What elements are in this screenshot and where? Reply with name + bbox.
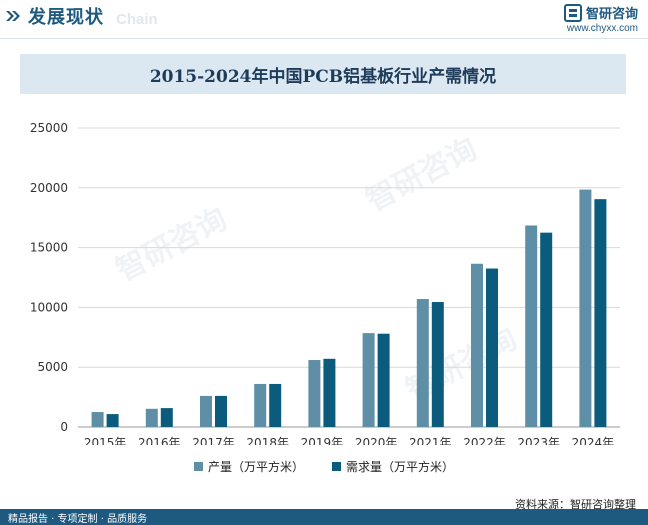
legend-item-demand: 需求量（万平方米） [332,458,454,475]
y-tick-label: 20000 [30,181,68,195]
x-tick-label: 2017年 [192,436,235,445]
bar-demand [431,302,444,427]
x-tick-label: 2022年 [463,436,506,445]
y-tick-label: 5000 [37,360,68,374]
bar-chart: 0 5000 10000 15000 20000 25000 2015年 2016年 2017年… [30,121,620,445]
chart-legend: 产量（万平方米） 需求量（万平方米） [0,458,648,475]
y-tick-label: 25000 [30,121,68,135]
chart-title: 2015-2024年中国PCB铝基板行业产需情况 [149,66,497,87]
bar-demand [594,199,607,427]
section-heading: 发展现状 Chain [6,3,158,29]
footer-bar: 精品报告 · 专项定制 · 品质服务 [0,509,648,525]
x-tick-label: 2019年 [301,436,344,445]
y-tick-label: 10000 [30,300,68,314]
bar-demand [160,408,173,427]
section-subtitle: Chain [116,10,158,28]
y-tick-label: 15000 [30,241,68,255]
header-divider [0,38,648,39]
y-tick-label: 0 [60,420,68,434]
bar-demand [377,333,390,427]
brand-url: www.chyxx.com [566,23,638,34]
bar-production [200,395,212,427]
x-tick-label: 2018年 [246,436,289,445]
bar-demand [269,383,282,427]
footer-services: 精品报告 · 专项定制 · 品质服务 [8,514,148,525]
x-tick-label: 2016年 [138,436,181,445]
x-tick-label: 2021年 [409,436,452,445]
x-tick-label: 2023年 [517,436,560,445]
x-tick-label: 2020年 [355,436,398,445]
legend-swatch-demand [332,462,341,471]
bar-demand [540,232,553,427]
chart-title-band: 2015-2024年中国PCB铝基板行业产需情况 [20,54,626,94]
bar-demand [215,395,227,427]
bar-production [525,225,538,427]
bar-demand [106,414,119,427]
bar-production [254,383,267,427]
bar-production [471,263,483,427]
legend-label-demand: 需求量（万平方米） [346,460,455,474]
bar-demand [323,358,336,427]
x-tick-label: 2024年 [572,436,615,445]
bar-production [91,412,104,427]
legend-item-production: 产量（万平方米） [193,458,304,475]
bar-production [416,299,429,427]
page-header: 发展现状 Chain 智研咨询 www.chyxx.com [0,0,648,34]
double-chevron-icon [6,11,20,21]
bar-production [362,333,375,427]
bar-demand [486,268,498,427]
legend-label-production: 产量（万平方米） [207,460,304,474]
data-source: 资料来源：智研咨询整理 [515,498,636,511]
section-title: 发展现状 [28,7,104,28]
bar-production [308,360,321,427]
legend-swatch-production [193,462,203,471]
brand-block: 智研咨询 www.chyxx.com [563,3,638,34]
bar-production [145,408,158,427]
bar-production [579,189,592,427]
x-tick-label: 2015年 [84,436,127,445]
brand-logo-icon [563,3,582,22]
brand-name: 智研咨询 [585,7,638,22]
